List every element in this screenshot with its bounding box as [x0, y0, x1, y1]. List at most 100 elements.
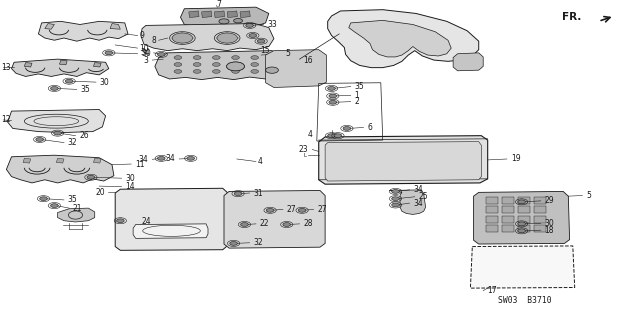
Circle shape [157, 156, 165, 160]
Circle shape [266, 208, 274, 212]
Polygon shape [518, 197, 530, 204]
Circle shape [334, 134, 342, 137]
Polygon shape [534, 216, 546, 223]
Polygon shape [56, 158, 64, 163]
Polygon shape [518, 216, 530, 223]
Polygon shape [133, 224, 208, 238]
Circle shape [343, 127, 351, 130]
Text: 34: 34 [140, 48, 150, 57]
Text: 20: 20 [95, 188, 105, 197]
Polygon shape [227, 11, 237, 18]
Circle shape [227, 62, 244, 71]
Circle shape [392, 197, 399, 201]
Polygon shape [202, 11, 212, 18]
Text: 9: 9 [140, 31, 145, 40]
Circle shape [212, 70, 220, 73]
Circle shape [157, 53, 165, 56]
Text: 35: 35 [81, 85, 90, 94]
Circle shape [298, 208, 306, 212]
Circle shape [283, 223, 291, 226]
Polygon shape [349, 20, 451, 57]
Polygon shape [93, 158, 101, 163]
Circle shape [187, 156, 195, 160]
Circle shape [257, 39, 265, 43]
Circle shape [87, 175, 95, 179]
Text: 17: 17 [487, 286, 497, 295]
Text: 34: 34 [413, 185, 423, 194]
Circle shape [246, 24, 253, 27]
Circle shape [65, 79, 73, 83]
Polygon shape [12, 59, 109, 77]
Circle shape [51, 204, 58, 207]
Text: 34: 34 [139, 155, 148, 164]
Text: SW03  B3710: SW03 B3710 [498, 296, 552, 305]
Polygon shape [58, 208, 95, 222]
Circle shape [329, 100, 337, 104]
Polygon shape [453, 53, 483, 71]
Circle shape [329, 94, 337, 98]
Circle shape [51, 86, 58, 90]
Polygon shape [23, 158, 31, 163]
Text: 32: 32 [68, 138, 77, 147]
Circle shape [105, 51, 113, 55]
Text: 24: 24 [141, 217, 151, 226]
Text: 30: 30 [141, 49, 151, 58]
Polygon shape [224, 190, 325, 248]
Polygon shape [486, 225, 498, 232]
Circle shape [518, 200, 525, 204]
Text: 34: 34 [166, 154, 175, 163]
Text: 21: 21 [73, 204, 83, 213]
Text: 19: 19 [511, 154, 520, 163]
Circle shape [172, 33, 193, 43]
Text: 35: 35 [355, 82, 364, 91]
Text: 1: 1 [355, 91, 359, 100]
Polygon shape [115, 188, 227, 250]
Polygon shape [518, 206, 530, 213]
Circle shape [193, 56, 201, 59]
Text: 35: 35 [68, 196, 77, 204]
Text: 5: 5 [285, 49, 291, 58]
Text: 31: 31 [253, 189, 263, 197]
Polygon shape [389, 190, 426, 214]
Circle shape [219, 19, 229, 24]
Polygon shape [141, 24, 274, 51]
Polygon shape [502, 216, 514, 223]
Circle shape [266, 67, 278, 73]
Circle shape [232, 56, 239, 59]
Text: 4: 4 [257, 157, 262, 166]
Text: 30: 30 [100, 78, 109, 87]
Text: 12: 12 [1, 115, 11, 124]
Circle shape [518, 229, 525, 233]
Text: 27: 27 [287, 205, 296, 214]
Circle shape [251, 63, 259, 66]
Circle shape [40, 197, 47, 201]
Text: 32: 32 [253, 238, 263, 247]
Polygon shape [534, 206, 546, 213]
Polygon shape [325, 142, 481, 181]
Text: 23: 23 [299, 145, 308, 154]
Text: 34: 34 [413, 199, 423, 208]
Text: 27: 27 [317, 205, 327, 214]
Text: 15: 15 [260, 46, 269, 55]
Circle shape [174, 56, 182, 59]
Text: 16: 16 [303, 56, 313, 64]
Circle shape [328, 86, 335, 90]
Circle shape [392, 189, 399, 193]
Polygon shape [180, 7, 269, 27]
Circle shape [249, 33, 257, 37]
Circle shape [212, 56, 220, 59]
Text: 10: 10 [140, 44, 149, 53]
Polygon shape [266, 50, 326, 87]
Circle shape [232, 70, 239, 73]
Polygon shape [38, 21, 128, 41]
Polygon shape [486, 206, 498, 213]
Text: FR.: FR. [562, 12, 581, 22]
Text: 2: 2 [355, 97, 359, 106]
Polygon shape [534, 197, 546, 204]
Text: 8: 8 [152, 36, 156, 45]
Polygon shape [45, 24, 54, 29]
Text: 14: 14 [125, 182, 135, 191]
Polygon shape [319, 136, 488, 184]
Text: 3: 3 [143, 56, 148, 64]
Polygon shape [24, 63, 32, 67]
